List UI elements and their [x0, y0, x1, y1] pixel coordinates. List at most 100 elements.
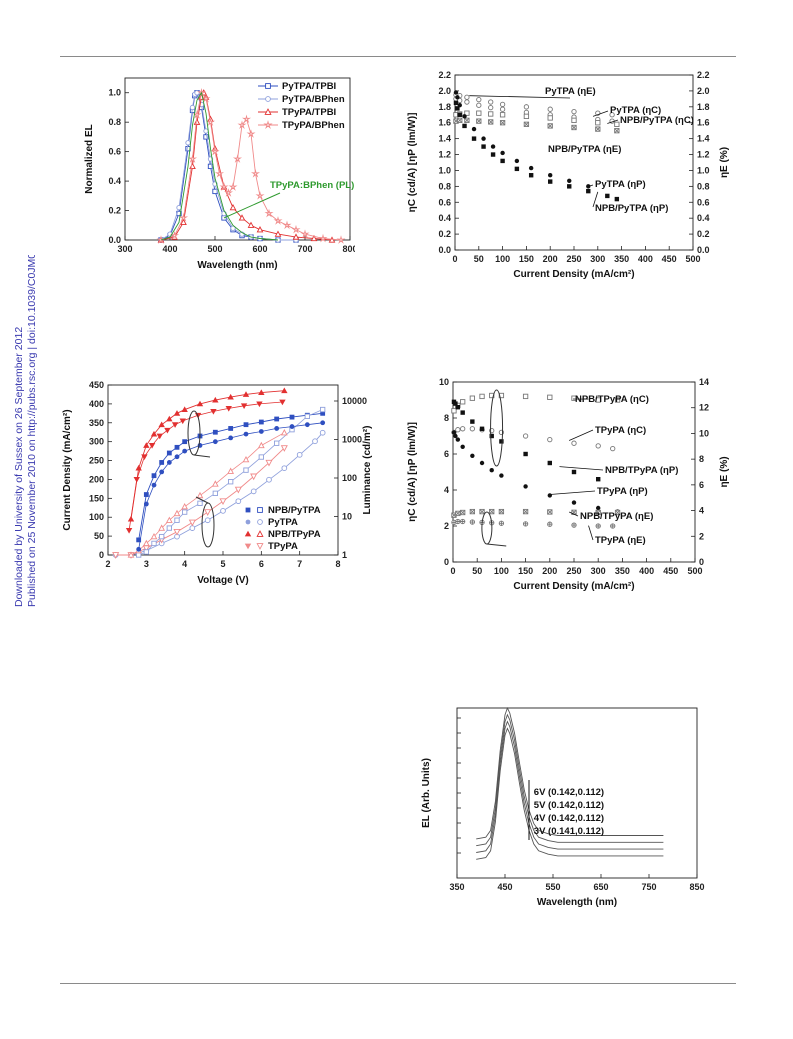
data-point — [457, 112, 462, 117]
data-point — [499, 106, 506, 112]
data-point — [571, 395, 577, 401]
y-tick-right-label: 0.6 — [697, 197, 710, 207]
annotation-label: PyTPA (ηE) — [545, 86, 596, 97]
data-point — [499, 439, 504, 444]
x-tick-label: 50 — [474, 254, 484, 264]
y-tick-label: 400 — [89, 399, 104, 409]
x-tick-label: 250 — [566, 254, 581, 264]
y-tick-right-label: 1.4 — [697, 134, 710, 144]
data-point — [173, 410, 181, 416]
data-point — [460, 518, 466, 525]
x-tick-label: 150 — [518, 566, 533, 576]
data-point — [136, 552, 142, 558]
data-point — [312, 438, 318, 445]
data-point — [264, 208, 274, 218]
y-tick-label: 6 — [444, 449, 449, 459]
data-point — [169, 230, 180, 240]
data-point — [196, 400, 204, 407]
data-point — [203, 128, 209, 134]
data-point — [266, 476, 272, 483]
data-point — [469, 395, 476, 401]
data-point — [548, 173, 553, 178]
data-point — [181, 406, 188, 412]
y-tick-right-label: 1.2 — [697, 150, 710, 160]
annotation-label: NPB/PyTPA (ηC) — [620, 115, 694, 126]
data-point — [223, 188, 234, 197]
data-point — [227, 467, 235, 474]
data-point — [211, 480, 219, 487]
data-point — [141, 454, 148, 460]
data-point — [197, 500, 203, 506]
series-line-0 — [138, 412, 323, 540]
data-point — [228, 435, 234, 441]
annotation-arrow — [588, 525, 594, 541]
data-point — [451, 408, 457, 414]
side-note-line1: Downloaded by University of Sussex on 26… — [13, 327, 25, 607]
data-point — [460, 444, 465, 449]
data-point — [240, 403, 248, 409]
data-point — [258, 454, 264, 460]
data-point — [455, 405, 461, 410]
data-point — [586, 188, 591, 194]
data-point — [336, 235, 346, 244]
x-tick-label: 500 — [685, 254, 700, 264]
data-point — [610, 523, 616, 529]
data-point — [281, 465, 288, 472]
annotation-label: TPyPA (ηE) — [595, 535, 646, 546]
y-tick-right-label: 14 — [699, 377, 709, 387]
data-point — [243, 431, 249, 437]
data-point — [469, 519, 476, 525]
chart-pytpa-eff: 0 50 100 150 200 250 300 350 400 450 5000.00.20.40… — [407, 70, 730, 280]
data-point — [151, 473, 157, 479]
legend-marker — [257, 519, 263, 525]
x-tick-label: 3 — [144, 559, 149, 569]
legend-marker — [245, 519, 251, 525]
side-note: Downloaded by University of Sussex on 26… — [13, 255, 38, 607]
data-point — [143, 501, 149, 507]
y-tick-label: 0.0 — [108, 235, 121, 245]
y-tick-label: 0 — [444, 557, 449, 567]
y-tick-right-label: 1.8 — [697, 102, 710, 112]
data-point — [479, 393, 485, 400]
x-tick-label: 250 — [566, 566, 581, 576]
y-tick-label: 1.4 — [438, 134, 451, 144]
data-point — [212, 439, 218, 445]
x-axis-label: Voltage (V) — [197, 575, 248, 586]
annotation-arrow — [223, 192, 281, 219]
data-point — [214, 168, 225, 178]
data-point — [180, 218, 187, 225]
x-axis-label: Current Density (mA/cm²) — [513, 269, 634, 280]
data-point — [522, 433, 529, 439]
x-tick-label: 200 — [542, 566, 557, 576]
data-point — [280, 445, 288, 452]
data-point — [196, 491, 204, 499]
data-point — [210, 146, 220, 156]
y-axis-label: Normalized EL — [84, 124, 95, 193]
data-point — [457, 97, 463, 104]
data-point — [457, 117, 463, 123]
ellipse-right — [481, 511, 493, 545]
y-tick-label: 2.0 — [438, 86, 451, 96]
annotation-arrow — [559, 466, 604, 471]
legend-marker — [265, 83, 271, 89]
x-tick-label: 450 — [662, 254, 677, 264]
data-point — [174, 454, 180, 460]
data-point — [243, 422, 249, 428]
data-point — [212, 396, 219, 403]
x-tick-label: 600 — [252, 244, 267, 254]
data-point — [596, 505, 601, 511]
y-tick-label: 8 — [444, 413, 449, 423]
data-point — [304, 413, 310, 419]
data-point — [596, 477, 601, 482]
y-axis-label-left: ηC (cd/A) [ηP (lm/W)] — [407, 422, 418, 522]
data-point — [150, 532, 158, 540]
y-axis-label: EL (Arb. Units) — [421, 758, 432, 828]
data-point — [225, 406, 232, 412]
x-tick-label: 800 — [342, 244, 355, 254]
data-point — [481, 136, 486, 141]
x-axis-label: Wavelength (nm) — [197, 260, 277, 271]
y-tick-right-label: 1.6 — [697, 118, 710, 128]
data-point — [479, 426, 485, 431]
data-point — [151, 482, 157, 488]
x-tick-label: 450 — [663, 566, 678, 576]
